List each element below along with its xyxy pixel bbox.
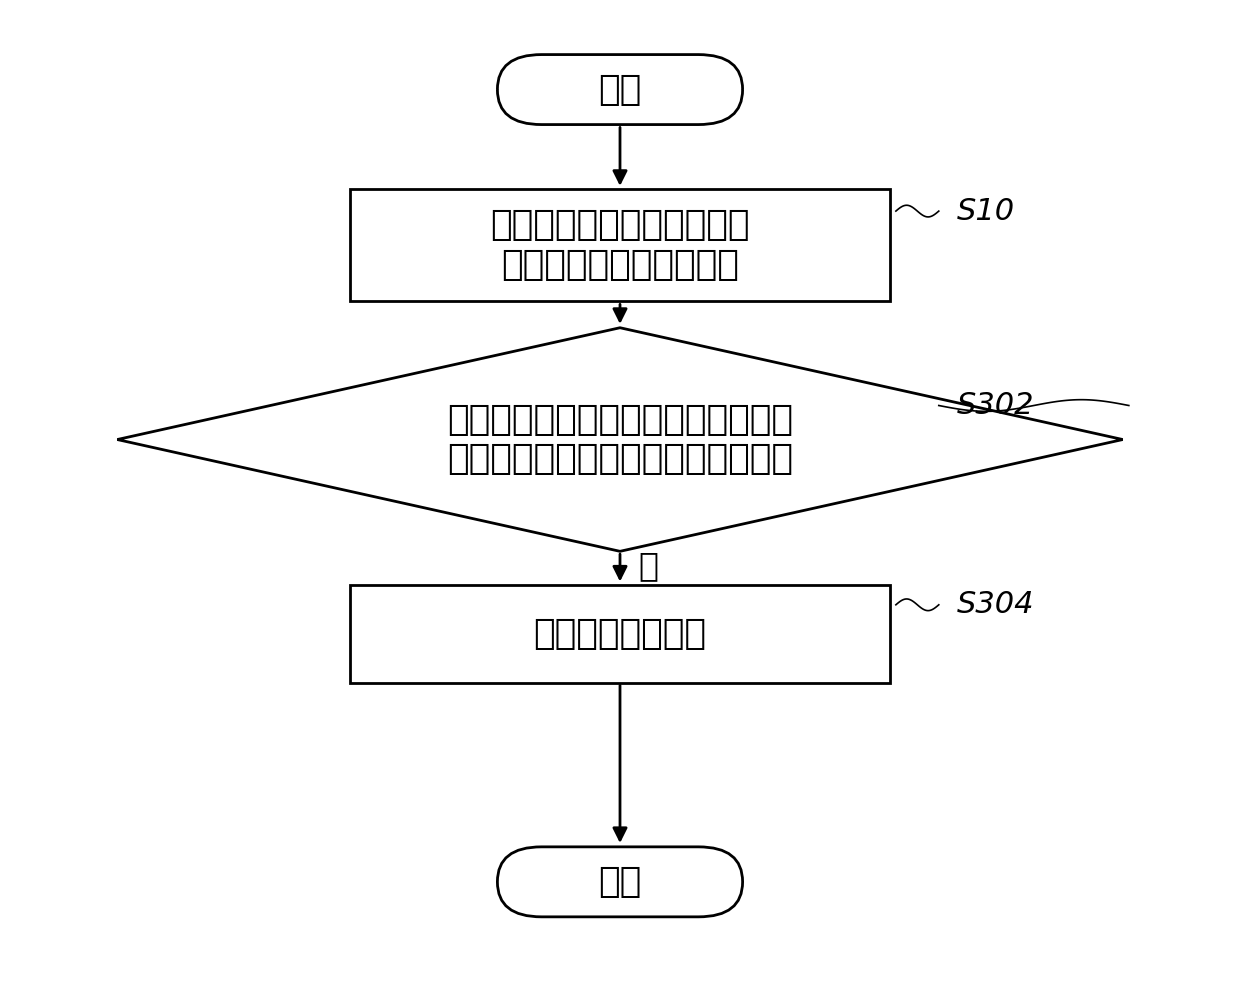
Text: 根据人员状况及开闭状态判断驾驶员
是否进入驾驶届及所有车门是否关闭: 根据人员状况及开闭状态判断驾驶员 是否进入驾驶届及所有车门是否关闭	[446, 403, 794, 476]
Text: 开始: 开始	[599, 73, 641, 106]
FancyBboxPatch shape	[497, 847, 743, 917]
Polygon shape	[118, 327, 1122, 551]
Bar	[350, 189, 890, 301]
Text: 结束: 结束	[599, 865, 641, 899]
Text: S302: S302	[957, 391, 1034, 420]
Text: S10: S10	[957, 196, 1016, 226]
Text: 检测车辆驾驶届内的人员状
况及车辆车门的开闭状态: 检测车辆驾驶届内的人员状 况及车辆车门的开闭状态	[490, 208, 750, 282]
FancyBboxPatch shape	[497, 54, 743, 124]
Text: S304: S304	[957, 591, 1034, 619]
Text: 控制所有车门上锁: 控制所有车门上锁	[533, 617, 707, 651]
Bar	[350, 586, 890, 682]
Text: 是: 是	[639, 549, 658, 583]
